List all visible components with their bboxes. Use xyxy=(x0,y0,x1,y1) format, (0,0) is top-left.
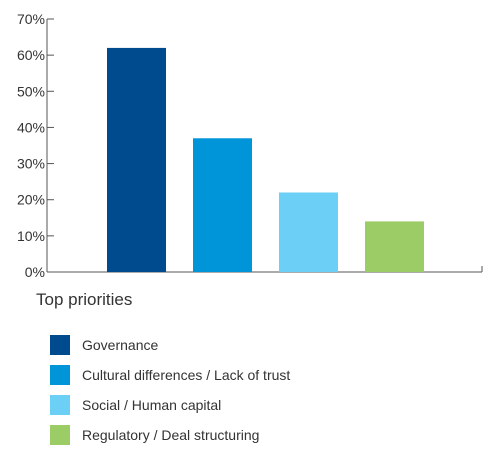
legend-label: Governance xyxy=(82,337,159,353)
y-axis: 0% 10% 20% 30% 40% 50% 60% 70% xyxy=(17,11,54,280)
bar-chart: 0% 10% 20% 30% 40% 50% 60% 70% xyxy=(17,11,483,280)
legend-label: Regulatory / Deal structuring xyxy=(82,427,260,443)
legend-label: Social / Human capital xyxy=(82,397,222,413)
legend-item: Cultural differences / Lack of trust xyxy=(50,365,290,385)
y-tick-label: 0% xyxy=(25,264,45,280)
legend-swatch xyxy=(50,335,70,355)
bar xyxy=(107,47,166,272)
legend-title: Top priorities xyxy=(36,290,133,309)
y-tick-label: 70% xyxy=(17,11,45,27)
y-tick-label: 50% xyxy=(17,83,45,99)
legend-swatch xyxy=(50,395,70,415)
y-tick-label: 20% xyxy=(17,192,45,208)
bar xyxy=(365,221,424,272)
legend-swatch xyxy=(50,425,70,445)
y-tick-label: 30% xyxy=(17,156,45,172)
y-tick-label: 10% xyxy=(17,228,45,244)
y-tick-label: 60% xyxy=(17,47,45,63)
legend-item: Regulatory / Deal structuring xyxy=(50,425,290,445)
legend-item: Social / Human capital xyxy=(50,395,290,415)
y-tick-label: 40% xyxy=(17,119,45,135)
legend-swatch xyxy=(50,365,70,385)
bar xyxy=(193,138,252,272)
bar xyxy=(279,192,338,272)
legend-label: Cultural differences / Lack of trust xyxy=(82,367,291,383)
bars xyxy=(107,47,424,272)
legend-item: Governance xyxy=(50,335,290,355)
legend: Governance Cultural differences / Lack of… xyxy=(50,335,290,455)
